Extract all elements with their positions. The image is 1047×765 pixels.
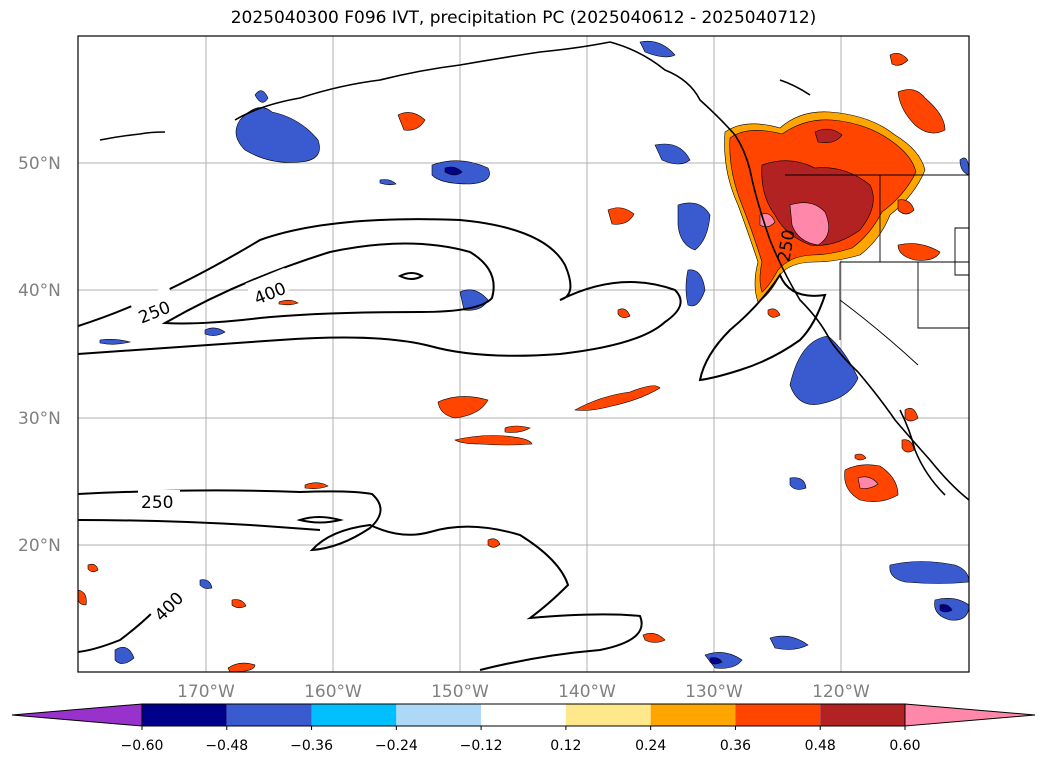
positive-anomaly-regions [78, 53, 946, 672]
map-title: 2025040300 F096 IVT, precipitation PC (2… [230, 8, 817, 28]
map-frame [77, 35, 970, 673]
negative-anomaly-regions [99, 41, 969, 669]
borders [785, 174, 969, 366]
colorbar-segment [735, 704, 821, 726]
longitude-labels: 170°W 160°W 150°W 140°W 130°W 120°W [177, 682, 870, 702]
lat-label-20n: 20°N [18, 536, 61, 556]
colorbar-tick-label: −0.12 [460, 738, 503, 754]
lat-label-40n: 40°N [18, 281, 61, 301]
lon-label-150w: 150°W [431, 682, 489, 702]
colorbar-segment [565, 704, 651, 726]
colorbar-tick-label: 0.12 [550, 738, 581, 754]
colorbar-segment [396, 704, 482, 726]
lat-label-30n: 30°N [18, 409, 61, 429]
lon-label-160w: 160°W [304, 682, 362, 702]
colorbar-segment [311, 704, 397, 726]
colorbar-segment [820, 704, 905, 726]
colorbar-tick-label: −0.24 [375, 738, 418, 754]
lon-label-140w: 140°W [558, 682, 616, 702]
colorbar-tick-label: 0.36 [720, 738, 751, 754]
lon-label-170w: 170°W [177, 682, 235, 702]
colorbar-tick-label: 0.60 [889, 738, 920, 754]
colorbar-tick-label: −0.36 [290, 738, 333, 754]
ivt-contours [78, 218, 827, 671]
ivt-label-250-lower: 250 [141, 493, 173, 513]
colorbar-tick-label: 0.48 [805, 738, 836, 754]
colorbar-tick-label: −0.48 [205, 738, 248, 754]
colorbar-extend-low [11, 703, 143, 727]
latitude-labels: 50°N 40°N 30°N 20°N [18, 154, 61, 556]
lat-label-50n: 50°N [18, 154, 61, 174]
lon-label-120w: 120°W [812, 682, 870, 702]
colorbar-segment [650, 704, 736, 726]
colorbar-extend-high [904, 703, 1036, 727]
colorbar-segment [481, 704, 566, 726]
colorbar: −0.60 −0.48 −0.36 −0.24 −0.12 0.12 0.24 0.36 0.4… [11, 703, 1036, 754]
colorbar-tick-label: 0.24 [635, 738, 666, 754]
colorbar-segment [142, 704, 227, 726]
coastlines [99, 41, 969, 501]
colorbar-segment [226, 704, 312, 726]
lon-label-130w: 130°W [685, 682, 743, 702]
colorbar-tick-label: −0.60 [121, 738, 164, 754]
colorbar-outline [141, 703, 906, 727]
